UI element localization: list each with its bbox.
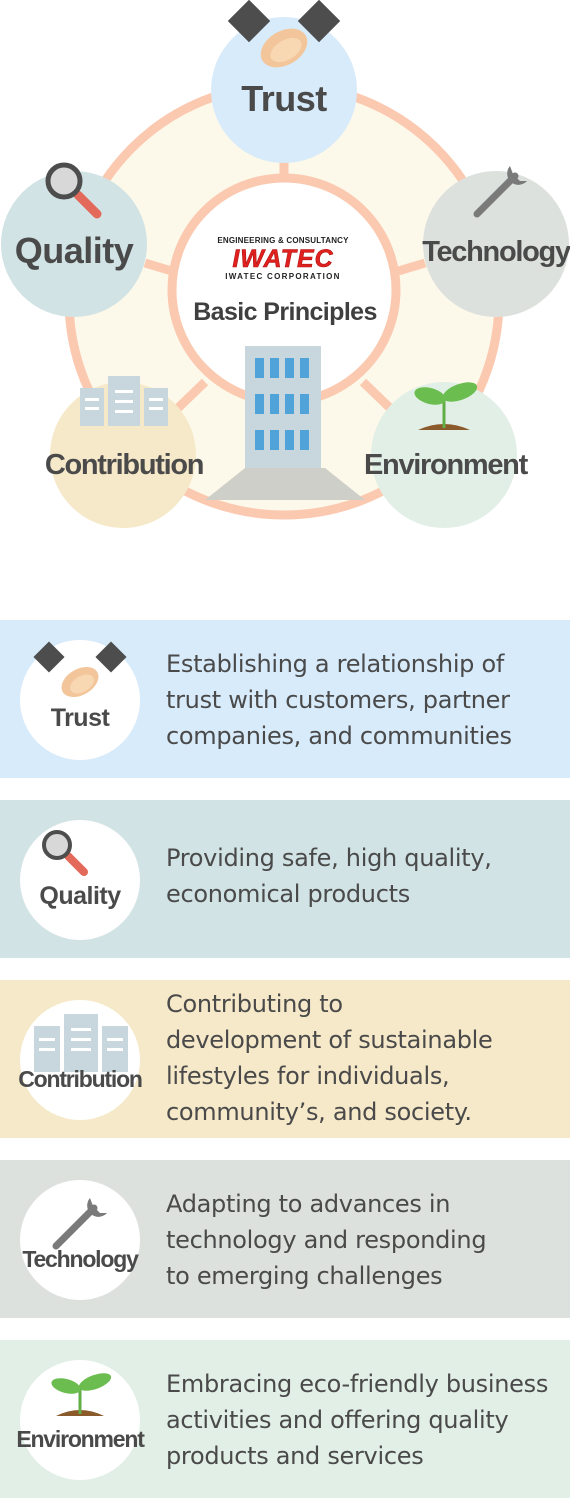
desc-line: Establishing a relationship of	[166, 650, 504, 678]
technology-node-label: Technology	[422, 236, 570, 268]
desc-line: trust with customers, partner	[166, 686, 510, 714]
card-icon-circle	[20, 640, 140, 760]
principles-diagram: ENGINEERING & CONSULTANCY IWATEC IWATEC …	[0, 0, 570, 580]
wrench-icon	[473, 166, 527, 218]
quality-node-label: Quality	[14, 230, 134, 271]
wrench-icon	[52, 1198, 107, 1250]
buildings-icon	[80, 376, 168, 426]
trust-node-label: Trust	[241, 78, 327, 119]
desc-line: Contributing to	[166, 990, 343, 1018]
desc-line: products and services	[166, 1442, 424, 1470]
card-label: Contribution	[18, 1066, 143, 1092]
environment-node-circle	[371, 382, 517, 528]
desc-line: development of sustainable	[166, 1026, 493, 1054]
quality-node-circle	[1, 171, 147, 317]
principle-card-quality: Quality Providing safe, high quality, ec…	[0, 800, 570, 958]
environment-node-label: Environment	[364, 449, 528, 481]
logo-corporation: IWATEC CORPORATION	[225, 272, 341, 281]
contribution-node-label: Contribution	[44, 449, 205, 481]
card-description: Providing safe, high quality, economical…	[166, 840, 566, 912]
principle-card-environment: Environment Embracing eco-friendly busin…	[0, 1340, 570, 1498]
handshake-icon	[227, 0, 341, 68]
handshake-icon	[33, 641, 127, 698]
desc-line: community’s, and society.	[166, 1098, 472, 1126]
technology-node-circle	[423, 171, 569, 317]
card-description: Embracing eco-friendly business activiti…	[166, 1366, 566, 1474]
sprout-icon	[51, 1373, 112, 1416]
buildings-icon	[34, 1014, 128, 1072]
principle-card-trust: Trust Establishing a relationship of tru…	[0, 620, 570, 778]
card-label: Environment	[16, 1426, 145, 1452]
center-title: Basic Principles	[193, 298, 377, 326]
spokes	[143, 160, 427, 412]
desc-line: technology and responding	[166, 1226, 487, 1254]
card-label: Trust	[50, 704, 110, 732]
magnifier-icon	[42, 830, 88, 876]
desc-line: Providing safe, high quality,	[166, 844, 492, 872]
sprout-icon	[414, 382, 478, 430]
desc-line: Embracing eco-friendly business	[166, 1370, 549, 1398]
card-label: Quality	[39, 882, 121, 910]
building-icon	[205, 346, 365, 500]
desc-line: economical products	[166, 880, 410, 908]
trust-node-circle	[211, 17, 357, 163]
card-description: Contributing to development of sustainab…	[166, 986, 566, 1130]
magnifier-icon	[45, 162, 102, 219]
desc-line: lifestyles for individuals,	[166, 1062, 450, 1090]
logo-tagline: ENGINEERING & CONSULTANCY	[217, 236, 349, 245]
desc-line: activities and offering quality	[166, 1406, 509, 1434]
diagram-graphic	[1, 0, 569, 528]
desc-line: to emerging challenges	[166, 1262, 443, 1290]
iwatec-logo: ENGINEERING & CONSULTANCY IWATEC IWATEC …	[213, 236, 353, 282]
principle-card-technology: Technology Adapting to advances in techn…	[0, 1160, 570, 1318]
desc-line: Adapting to advances in	[166, 1190, 451, 1218]
card-description: Adapting to advances in technology and r…	[166, 1186, 566, 1294]
card-icon-circle	[20, 1000, 140, 1120]
card-icon-circle	[20, 1180, 140, 1300]
logo-wordmark: IWATEC	[232, 245, 334, 273]
principle-card-contribution: Contribution Contributing to development…	[0, 980, 570, 1138]
desc-line: companies, and communities	[166, 722, 512, 750]
card-icon-circle	[20, 1360, 140, 1480]
card-icon-circle	[20, 820, 140, 940]
card-label: Technology	[22, 1246, 139, 1272]
card-description: Establishing a relationship of trust wit…	[166, 646, 566, 754]
